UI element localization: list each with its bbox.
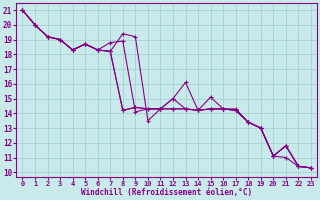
X-axis label: Windchill (Refroidissement éolien,°C): Windchill (Refroidissement éolien,°C) (81, 188, 252, 197)
